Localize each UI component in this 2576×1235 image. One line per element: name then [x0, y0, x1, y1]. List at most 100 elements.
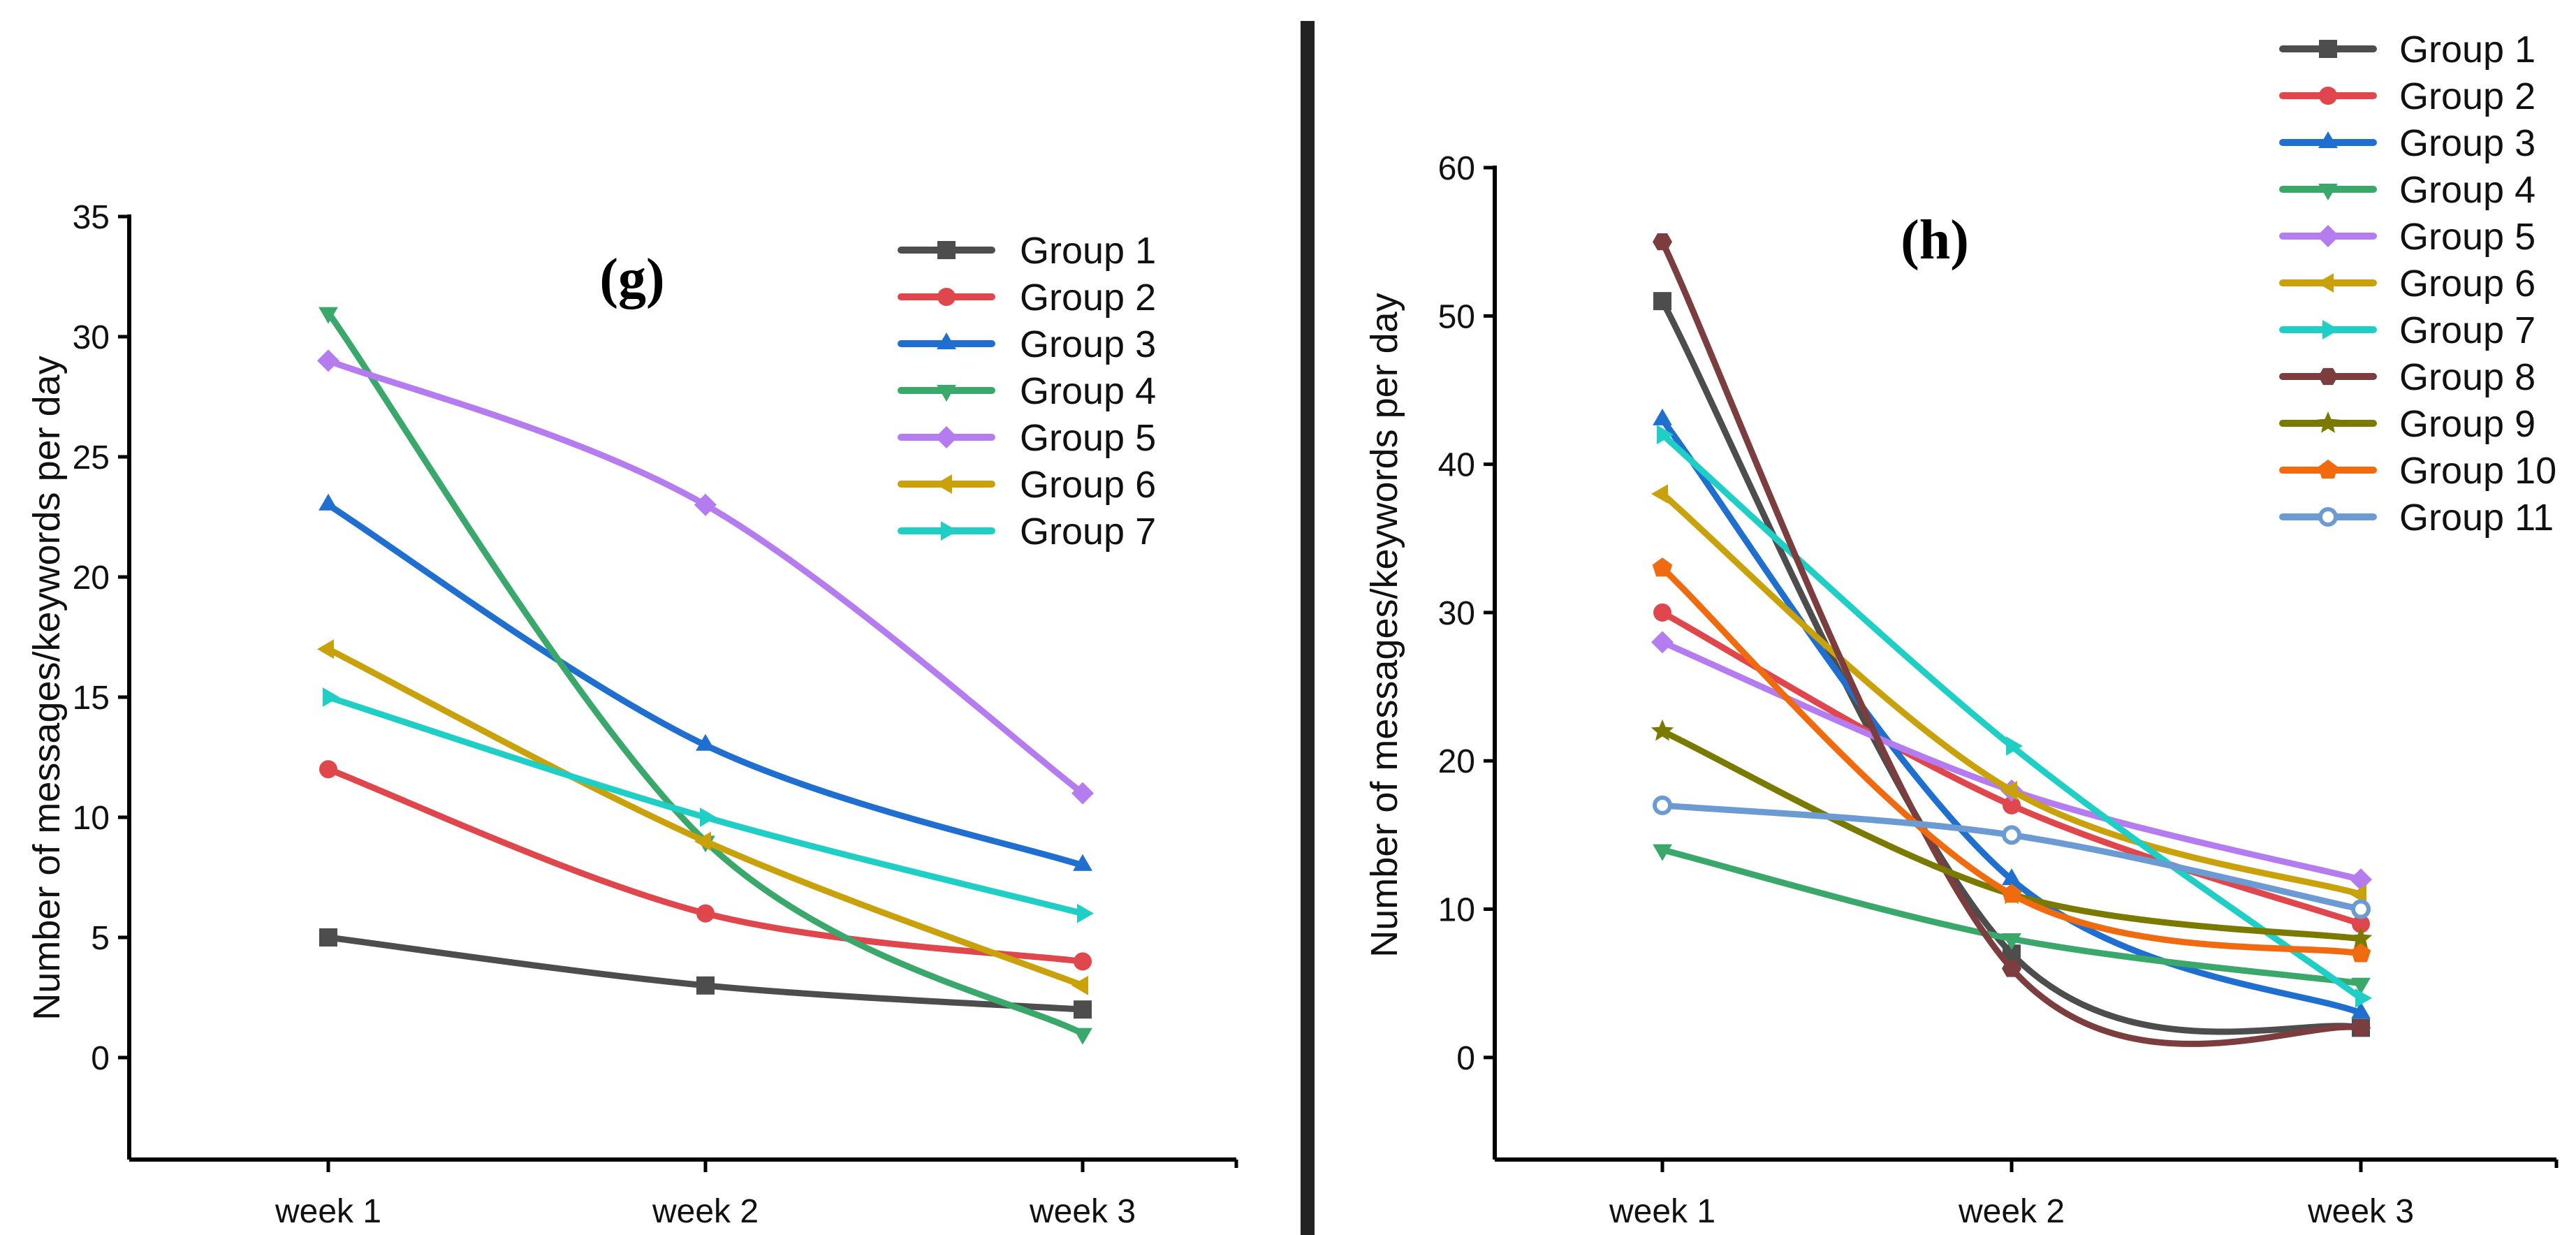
data-point-h-group-3 [2002, 868, 2021, 886]
data-point-h-group-9 [1651, 719, 1674, 741]
legend-marker-g-group-1 [937, 241, 956, 259]
y-tick-label-g: 35 [73, 199, 110, 236]
data-point-h-group-10 [1652, 557, 1673, 577]
y-tick-label-h: 50 [1438, 298, 1475, 335]
data-point-h-group-8 [2351, 1019, 2371, 1037]
data-point-h-group-2 [2003, 796, 2021, 814]
data-point-g-group-7 [1077, 903, 1094, 923]
y-tick-label-h: 60 [1438, 150, 1475, 187]
y-tick-label-h: 20 [1438, 743, 1475, 780]
legend-marker-g-group-2 [937, 288, 956, 306]
data-point-h-group-6 [1651, 484, 1668, 504]
data-point-h-group-3 [1653, 408, 1672, 425]
legend-label-h-group-1: Group 1 [2399, 29, 2535, 71]
data-point-g-group-5 [1071, 782, 1094, 805]
legend-label-h-group-6: Group 6 [2399, 263, 2535, 305]
x-tick-label-h: week 1 [1609, 1193, 1715, 1230]
legend-marker-g-group-4 [937, 385, 956, 402]
legend-marker-h-group-5 [2317, 225, 2339, 247]
chart-panel-h: 0 10 20 30 40 50 60 week 1 week 2 week 3 Number of… [1363, 29, 2559, 1230]
data-point-g-group-6 [1071, 975, 1088, 995]
series-line-h-group-8 [1659, 238, 2364, 1047]
x-tick-label-h: week 2 [1958, 1193, 2065, 1230]
y-tick-label-g: 10 [73, 800, 110, 837]
legend-marker-h-group-6 [2317, 273, 2334, 293]
series-line-h-group-10 [1659, 564, 2364, 957]
data-point-h-group-2 [1653, 603, 1671, 622]
legend-label-g-group-2: Group 2 [1020, 277, 1156, 319]
data-point-g-group-3 [319, 493, 338, 511]
legend-label-h-group-2: Group 2 [2399, 75, 2535, 117]
data-point-g-group-2 [696, 904, 715, 923]
data-point-g-group-3 [696, 733, 715, 751]
y-axis-label-h: Number of messages/keywords per day [1363, 293, 1405, 957]
series-line-g-group-4 [325, 309, 1086, 1037]
legend-label-g-group-1: Group 1 [1020, 230, 1156, 272]
legend-marker-h-group-8 [2318, 367, 2338, 386]
data-point-g-group-6 [694, 831, 711, 852]
legend-label-h-group-3: Group 3 [2399, 122, 2535, 164]
data-point-h-group-6 [2000, 780, 2017, 801]
legend-label-h-group-11: Group 11 [2399, 497, 2554, 539]
data-point-g-group-7 [700, 808, 717, 827]
legend-label-h-group-10: Group 10 [2399, 450, 2556, 492]
data-point-g-group-1 [696, 976, 715, 995]
data-point-g-group-4 [1073, 1028, 1092, 1045]
data-point-h-group-10 [2001, 884, 2022, 903]
series-line-h-group-3 [1659, 416, 2364, 1016]
y-tick-label-g: 20 [73, 560, 110, 597]
legend-marker-h-group-11 [2318, 507, 2338, 527]
y-tick-label-h: 0 [1456, 1040, 1475, 1077]
legend-marker-g-group-6 [935, 474, 952, 494]
legend-marker-h-group-9 [2316, 411, 2340, 433]
data-point-h-group-1 [1653, 292, 1671, 311]
series-line-g-group-2 [325, 766, 1086, 965]
data-point-h-group-4 [2002, 933, 2021, 950]
data-point-h-group-10 [2350, 943, 2371, 963]
data-point-g-group-7 [323, 687, 339, 707]
legend-label-g-group-5: Group 5 [1020, 417, 1156, 459]
series-line-g-group-7 [325, 694, 1086, 917]
chart-panel-g: 0 5 10 15 20 25 30 35 week 1 week 2 week 3 Number o… [26, 199, 1238, 1230]
y-tick-label-g: 5 [91, 920, 110, 957]
data-point-g-group-3 [1073, 854, 1092, 871]
y-tick-label-g: 30 [73, 319, 110, 356]
x-tick-label-g: week 1 [275, 1193, 381, 1230]
data-point-g-group-5 [317, 349, 339, 372]
y-tick-label-h: 10 [1438, 892, 1475, 929]
y-tick-label-g: 15 [73, 680, 110, 717]
data-point-h-group-4 [1653, 844, 1672, 861]
data-point-h-group-7 [1657, 425, 1674, 444]
legend-marker-g-group-5 [935, 426, 958, 448]
legend-label-h-group-7: Group 7 [2399, 309, 2535, 351]
data-point-g-group-2 [319, 760, 337, 779]
legend-marker-h-group-1 [2319, 40, 2337, 58]
data-point-g-group-1 [1074, 1000, 1092, 1019]
data-point-g-group-6 [317, 639, 334, 659]
data-point-h-group-11 [2351, 899, 2371, 919]
legend-marker-g-group-7 [941, 521, 958, 541]
panel-tag-g: (g) [599, 248, 664, 309]
y-axis-label-g: Number of messages/keywords per day [26, 356, 68, 1020]
data-point-h-group-11 [2002, 825, 2021, 845]
legend-marker-h-group-3 [2318, 131, 2338, 148]
legend-label-h-group-8: Group 8 [2399, 356, 2535, 398]
data-point-h-group-5 [1651, 631, 1674, 654]
data-point-h-group-5 [2350, 868, 2372, 891]
data-point-h-group-3 [2351, 1002, 2371, 1019]
data-point-h-group-9 [2349, 927, 2373, 949]
data-point-g-group-5 [694, 493, 717, 516]
data-point-h-group-7 [2006, 736, 2023, 756]
y-tick-label-h: 30 [1438, 595, 1475, 632]
y-tick-label-g: 0 [91, 1040, 110, 1077]
data-point-h-group-2 [2352, 914, 2370, 933]
legend-label-h-group-5: Group 5 [2399, 216, 2535, 258]
legend-marker-h-group-7 [2322, 320, 2339, 339]
data-point-g-group-1 [319, 928, 337, 947]
panel-tag-h: (h) [1901, 210, 1969, 271]
series-line-h-group-1 [1659, 298, 2364, 1035]
x-tick-label-g: week 3 [1029, 1193, 1136, 1230]
